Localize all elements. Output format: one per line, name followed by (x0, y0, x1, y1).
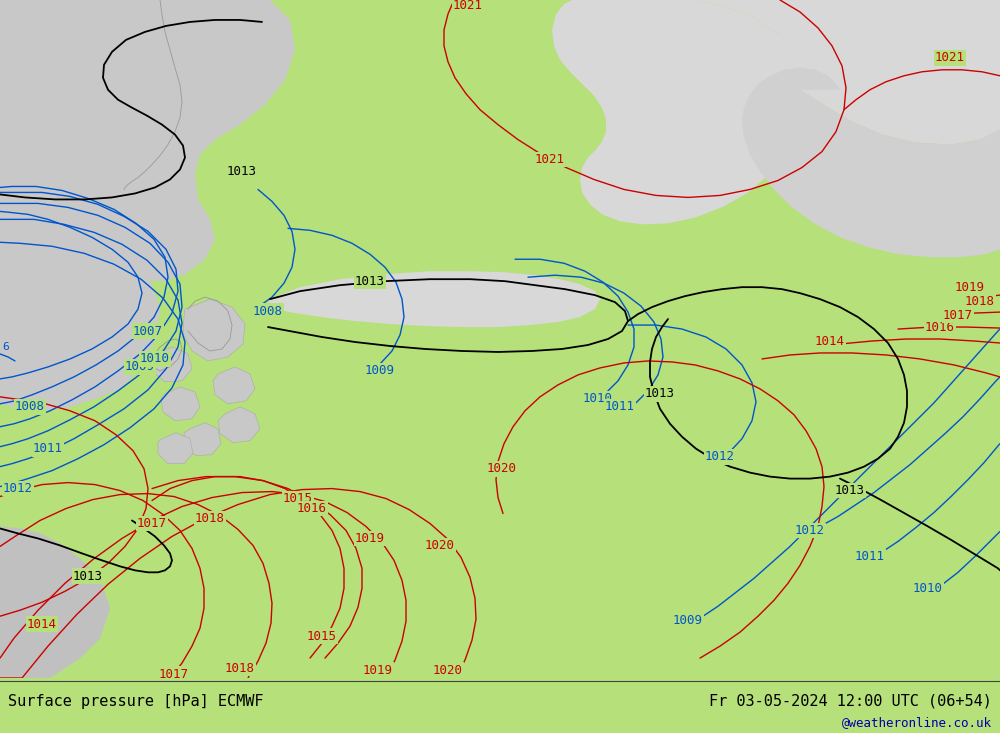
Polygon shape (742, 68, 1000, 257)
Text: 1014: 1014 (815, 334, 845, 347)
Text: 1009: 1009 (673, 614, 703, 627)
Polygon shape (184, 423, 221, 456)
Text: 1017: 1017 (159, 668, 189, 680)
Text: 1021: 1021 (535, 153, 565, 166)
Polygon shape (158, 432, 193, 464)
Polygon shape (0, 0, 110, 678)
Text: 1008: 1008 (253, 305, 283, 317)
Text: 1019: 1019 (955, 281, 985, 294)
Text: 1017: 1017 (137, 517, 167, 530)
Text: 1009: 1009 (365, 364, 395, 377)
Text: 6: 6 (2, 342, 9, 352)
Text: 1014: 1014 (27, 618, 57, 630)
Text: 1015: 1015 (307, 630, 337, 643)
Text: 1017: 1017 (943, 309, 973, 322)
Text: 1007: 1007 (133, 325, 163, 337)
Text: 1021: 1021 (935, 51, 965, 65)
Text: 1020: 1020 (433, 663, 463, 677)
Text: 1020: 1020 (487, 462, 517, 475)
Text: 1010: 1010 (140, 353, 170, 366)
Text: 1009: 1009 (125, 361, 155, 373)
Polygon shape (218, 407, 260, 443)
Text: 1010: 1010 (583, 392, 613, 405)
Text: 1016: 1016 (925, 320, 955, 334)
Polygon shape (268, 271, 600, 327)
Text: Fr 03-05-2024 12:00 UTC (06+54): Fr 03-05-2024 12:00 UTC (06+54) (709, 693, 992, 709)
Text: 1012: 1012 (795, 524, 825, 537)
Text: 1011: 1011 (33, 442, 63, 455)
Text: 1013: 1013 (645, 387, 675, 400)
Text: 1013: 1013 (73, 570, 103, 583)
Polygon shape (161, 387, 200, 421)
Polygon shape (552, 0, 800, 224)
Polygon shape (0, 0, 240, 678)
Text: 1013: 1013 (227, 165, 257, 178)
Text: 1010: 1010 (913, 582, 943, 594)
Text: 1012: 1012 (3, 482, 33, 495)
Text: 1015: 1015 (283, 492, 313, 505)
Text: @weatheronline.co.uk: @weatheronline.co.uk (842, 716, 992, 729)
Text: 1011: 1011 (855, 550, 885, 563)
Text: 1018: 1018 (965, 295, 995, 308)
Text: 1013: 1013 (355, 275, 385, 287)
Polygon shape (152, 347, 192, 382)
Polygon shape (213, 367, 255, 404)
Polygon shape (183, 299, 245, 361)
Text: 1016: 1016 (297, 502, 327, 515)
Text: 1012: 1012 (705, 450, 735, 463)
Text: Surface pressure [hPa] ECMWF: Surface pressure [hPa] ECMWF (8, 693, 264, 709)
Text: 1018: 1018 (195, 512, 225, 525)
Polygon shape (0, 0, 240, 410)
Text: 1008: 1008 (15, 400, 45, 413)
Text: 1020: 1020 (425, 539, 455, 552)
Text: 1018: 1018 (225, 662, 255, 674)
Text: 1019: 1019 (355, 532, 385, 545)
Polygon shape (68, 0, 295, 281)
Polygon shape (700, 0, 1000, 144)
Text: 1021: 1021 (453, 0, 483, 12)
Text: 1019: 1019 (363, 663, 393, 677)
Text: 1013: 1013 (835, 484, 865, 497)
Text: 1011: 1011 (605, 400, 635, 413)
